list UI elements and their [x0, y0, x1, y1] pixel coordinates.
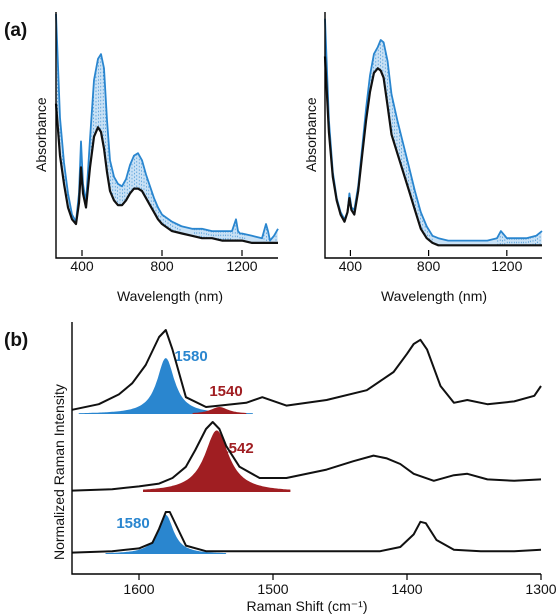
chart-a-right-xticks: 400 800 1200 [339, 250, 523, 274]
x-tick-label: 1400 [391, 581, 422, 597]
chart-a-left: 400 800 1200 Wavelength (nm) Absorbance [33, 12, 279, 304]
chart-a-left-xlabel: Wavelength (nm) [117, 288, 223, 304]
x-tick-label: 1300 [525, 581, 556, 597]
shaded-band [325, 18, 542, 246]
series-black-line [323, 56, 542, 247]
x-tick-label: 800 [150, 258, 174, 274]
peak-label-1540: 1540 [209, 383, 242, 400]
panel-label-b: (b) [4, 330, 28, 351]
series-black-line [54, 103, 278, 244]
chart-b-plot: 1580 1540 1542 1580 [71, 329, 542, 554]
chart-a-right: 400 800 1200 Wavelength (nm) Absorbance [303, 12, 543, 304]
chart-a-right-xlabel: Wavelength (nm) [381, 288, 487, 304]
x-tick-label: 1600 [123, 581, 154, 597]
shaded-band [56, 14, 278, 243]
series-blue-line [55, 13, 279, 242]
raman-trace-1 [71, 329, 542, 411]
series-blue-line [324, 18, 543, 242]
x-tick-label: 400 [339, 258, 363, 274]
peak-label-1580: 1580 [174, 348, 207, 365]
filled-peak-1580 [78, 358, 253, 414]
raman-trace-2 [71, 421, 542, 492]
chart-a-right-ylabel: Absorbance [303, 97, 319, 172]
chart-a-left-xticks: 400 800 1200 [70, 250, 258, 274]
peak-label-1580: 1580 [116, 515, 149, 532]
peak-label-1542: 1542 [220, 440, 253, 457]
chart-b-ylabel: Normalized Raman Intensity [51, 384, 67, 560]
filled-peak-1540 [192, 407, 247, 414]
chart-a-left-ylabel: Absorbance [33, 97, 49, 172]
panel-label-a: (a) [4, 20, 27, 41]
raman-trace-3 [71, 511, 542, 554]
chart-b-xticks: 1600 1500 1400 1300 [123, 574, 557, 597]
chart-a-right-plot [323, 18, 543, 247]
chart-b-axes [71, 322, 541, 575]
chart-b-xlabel: Raman Shift (cm⁻¹) [247, 598, 368, 614]
filled-peak-1580 [105, 514, 227, 554]
chart-b: 1580 1540 1542 1580 1600 1500 1400 1300 Raman … [51, 322, 557, 614]
x-tick-label: 800 [417, 258, 441, 274]
x-tick-label: 1500 [257, 581, 288, 597]
x-tick-label: 400 [70, 258, 94, 274]
chart-a-left-axes [55, 12, 278, 259]
x-tick-label: 1200 [491, 258, 522, 274]
x-tick-label: 1200 [226, 258, 257, 274]
chart-a-left-plot [54, 13, 279, 244]
filled-peak-1542 [143, 430, 291, 492]
chart-a-right-axes [324, 12, 542, 259]
